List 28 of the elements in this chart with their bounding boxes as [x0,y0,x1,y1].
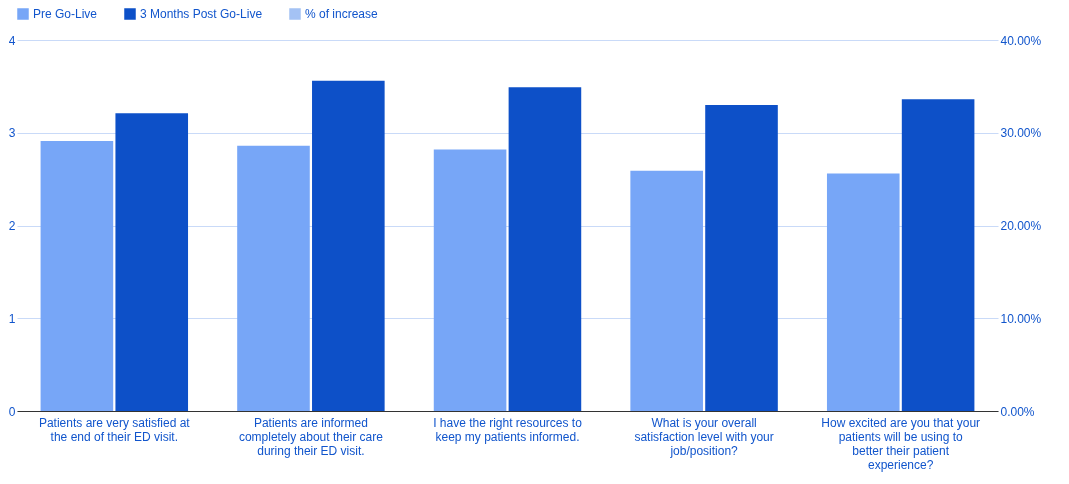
y-tick-label: 1 [8,311,16,326]
bar [630,170,703,411]
y2-tick-label: 0.00% [1000,404,1035,419]
y2-tick-label: 40.00% [1000,33,1042,48]
bar [312,80,385,411]
y2-tick-label: 10.00% [1000,311,1042,326]
x-tick-label: Patients are very satisfied at the end of their ED visit. [38,415,191,444]
bar [901,99,975,411]
bar [237,145,310,411]
bar [433,149,507,411]
x-tick-label: How excited are you that your patients will be using to better their patient experience? [821,415,981,472]
bar [826,173,900,411]
legend-label: Pre Go-Live [33,7,98,21]
x-tick-label: Patients are informed completely about their care during their ED visit. [238,415,384,458]
y-tick-label: 0 [8,404,16,419]
legend-label: 3 Months Post Go-Live [140,7,263,21]
bar [705,104,778,411]
y-tick-label: 4 [8,33,16,48]
bar [115,113,189,411]
x-tick-label: What is your overall satisfaction level with your job/position? [634,415,774,458]
bar [508,87,582,411]
y2-tick-label: 30.00% [1000,126,1042,141]
x-tick-label: I have the right resources to keep my patients informed. [433,415,583,444]
y-tick-label: 3 [8,126,16,141]
bar [40,141,114,411]
y2-tick-label: 20.00% [1000,219,1042,233]
legend-label: % of increase [305,7,379,21]
y-tick-label: 2 [8,219,16,233]
